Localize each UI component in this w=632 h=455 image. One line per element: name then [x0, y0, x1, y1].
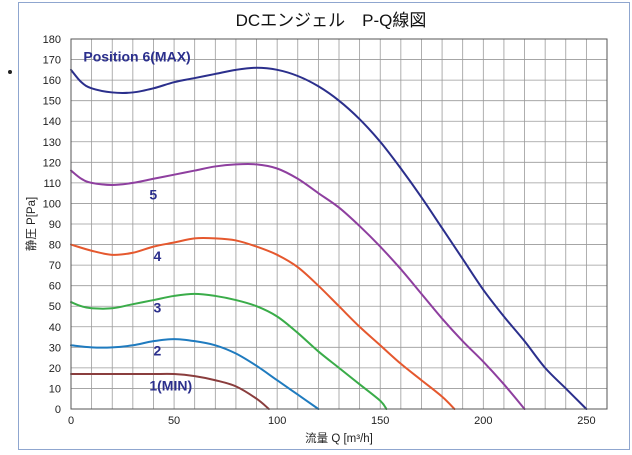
y-tick-label: 130: [43, 137, 61, 149]
pq-chart: DCエンジェル P-Q線図 0 50 100 150 200 25001020304050…: [24, 11, 608, 445]
chart-title: DCエンジェル P-Q線図: [236, 11, 427, 30]
series-line-4: [70, 338, 320, 410]
series-label-5: 1(MIN): [149, 378, 192, 394]
y-axis-label: 静圧 P[Pa]: [24, 197, 38, 251]
x-tick-label: 150: [371, 415, 389, 427]
y-tick-label: 120: [43, 157, 61, 169]
series-line-0: [70, 66, 588, 410]
y-tick-label: 170: [43, 55, 61, 67]
y-tick-label: 110: [43, 178, 61, 190]
series-label-4: 2: [153, 343, 161, 359]
series-line-1: [70, 162, 526, 410]
y-tick-label: 70: [49, 260, 61, 272]
x-tick-label: 250: [577, 415, 595, 427]
y-tick-label: 90: [49, 219, 61, 231]
dot-mark: [8, 70, 12, 74]
series-line-3: [70, 292, 388, 410]
y-tick-label: 140: [43, 116, 61, 128]
y-tick-label: 150: [43, 96, 61, 108]
series-lines: [70, 66, 588, 410]
series-label-1: 5: [149, 186, 157, 202]
x-axis-label: 流量 Q [m³/h]: [305, 431, 373, 445]
series-label-0: Position 6(MAX): [83, 49, 190, 65]
grid: [71, 39, 607, 409]
y-tick-label: 10: [49, 383, 61, 395]
x-tick-label: 200: [474, 415, 492, 427]
y-tick-label: 20: [49, 363, 61, 375]
y-tick-label: 50: [49, 301, 61, 313]
y-tick-label: 80: [49, 240, 61, 252]
y-tick-label: 100: [43, 198, 61, 210]
series-labels: Position 6(MAX) 5 4 3 2 1(MIN): [83, 49, 192, 394]
series-line-5: [70, 372, 270, 410]
y-tick-label: 0: [55, 404, 61, 416]
tick-labels: 0 50 100 150 200 250 0 10 20 30 40 50 60 70 80 90 100 110…: [43, 34, 596, 427]
plot-border: [70, 38, 608, 410]
series-label-3: 3: [153, 299, 161, 315]
chart-frame: DCエンジェル P-Q線図 0 50 100 150 200 250 0 10 20 30 40 50…: [18, 2, 630, 450]
x-tick-label: 100: [268, 415, 286, 427]
y-tick-label: 40: [49, 322, 61, 334]
series-line-2: [70, 236, 456, 410]
series-label-2: 4: [153, 248, 161, 264]
y-tick-label: 30: [49, 342, 61, 354]
x-tick-label: 50: [168, 415, 180, 427]
y-tick-label: 160: [43, 75, 61, 87]
x-tick-label: 0: [68, 415, 74, 427]
y-tick-label: 180: [43, 34, 61, 46]
y-tick-label: 60: [49, 281, 61, 293]
